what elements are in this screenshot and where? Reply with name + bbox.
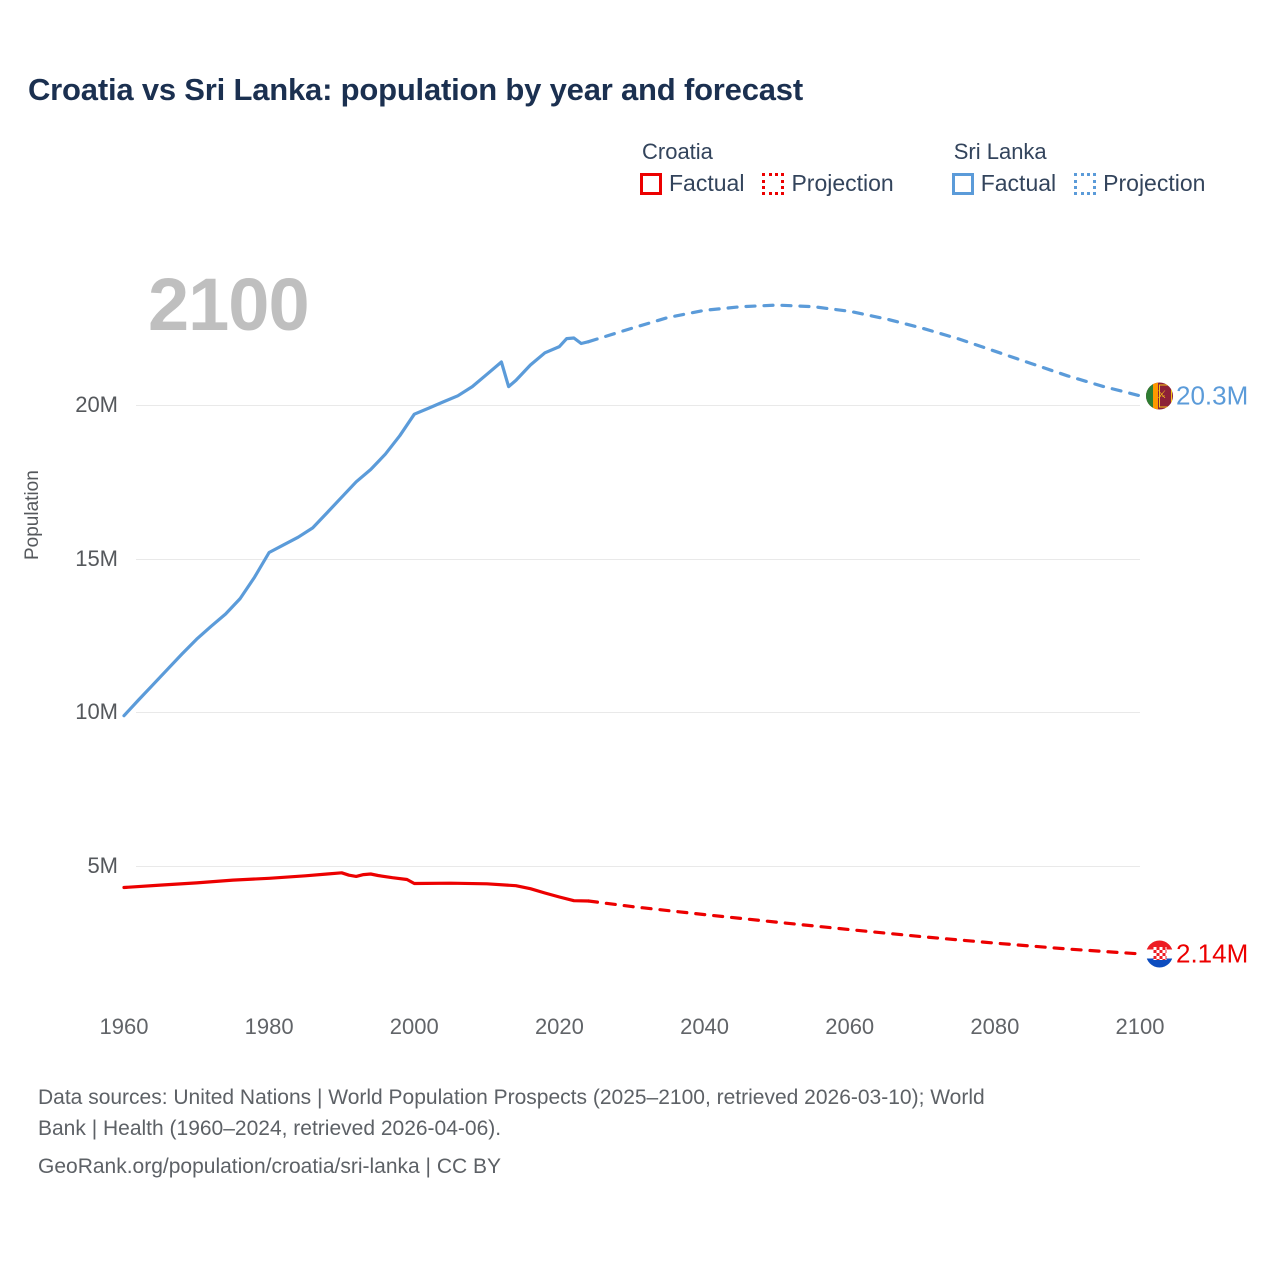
footer-attribution: GeoRank.org/population/croatia/sri-lanka… bbox=[38, 1155, 502, 1179]
legend-group-croatia: Croatia Factual Projection bbox=[640, 139, 894, 197]
y-axis-tick-label: 20M bbox=[75, 392, 118, 417]
end-label-sri-lanka: ⚔ 20.3M bbox=[1146, 380, 1248, 411]
legend-item-croatia-factual[interactable]: Factual bbox=[640, 170, 744, 197]
end-value-croatia: 2.14M bbox=[1176, 938, 1249, 969]
legend-label-sri-lanka-projection: Projection bbox=[1103, 170, 1206, 197]
y-axis-tick-label: 15M bbox=[75, 545, 118, 571]
legend-label-sri-lanka-factual: Factual bbox=[980, 170, 1057, 197]
footer-sources-line2: Bank | Health (1960–2024, retrieved 2026… bbox=[38, 1117, 502, 1141]
sri-lanka-flag-icon: ⚔ bbox=[1146, 382, 1173, 410]
x-axis-tick-label: 2040 bbox=[680, 1014, 730, 1039]
legend-item-sri-lanka-factual[interactable]: Factual bbox=[951, 170, 1057, 197]
legend-swatch-dotted-icon bbox=[1074, 172, 1097, 195]
gridline bbox=[136, 405, 1140, 406]
croatia-flag-icon bbox=[1146, 940, 1173, 968]
page-title: Croatia vs Sri Lanka: population by year… bbox=[28, 72, 803, 107]
chart-legend: Croatia Factual Projection Sri Lanka Fac… bbox=[640, 139, 1205, 197]
gridline bbox=[136, 712, 1140, 714]
legend-group-title-croatia: Croatia bbox=[642, 139, 713, 164]
x-axis-tick-label: 2100 bbox=[1115, 1014, 1165, 1039]
legend-item-croatia-projection[interactable]: Projection bbox=[762, 170, 894, 197]
line-sri-lanka-projection bbox=[586, 303, 1142, 398]
x-axis-tick-label: 2000 bbox=[389, 1014, 439, 1039]
year-watermark: 2100 bbox=[148, 263, 310, 346]
x-axis-tick-label: 2060 bbox=[825, 1014, 875, 1039]
x-axis-tick-label: 2020 bbox=[534, 1014, 584, 1039]
legend-label-croatia-projection: Projection bbox=[791, 170, 894, 197]
x-axis-tick-label: 1960 bbox=[99, 1014, 149, 1039]
y-axis-tick-label: 5M bbox=[87, 853, 118, 878]
x-axis-tick-label: 1980 bbox=[244, 1014, 294, 1039]
legend-item-sri-lanka-projection[interactable]: Projection bbox=[1074, 170, 1205, 197]
gridline bbox=[136, 558, 1140, 560]
end-value-sri-lanka: 20.3M bbox=[1176, 380, 1249, 411]
legend-swatch-dotted-icon bbox=[762, 172, 785, 195]
footer: Data sources: United Nations | World Pop… bbox=[38, 1082, 1238, 1182]
gridline bbox=[136, 866, 1140, 867]
line-croatia-projection bbox=[586, 899, 1142, 956]
line-sri-lanka-factual bbox=[122, 336, 591, 718]
legend-swatch-solid-icon bbox=[640, 172, 662, 195]
legend-label-croatia-factual: Factual bbox=[669, 170, 745, 197]
end-label-croatia: 2.14M bbox=[1146, 938, 1248, 969]
x-axis-tick-label: 2080 bbox=[970, 1014, 1020, 1039]
line-croatia-factual bbox=[122, 871, 591, 903]
legend-group-title-sri-lanka: Sri Lanka bbox=[953, 139, 1047, 164]
y-axis-tick-label: 10M bbox=[75, 699, 118, 725]
footer-sources-line1: Data sources: United Nations | World Pop… bbox=[38, 1086, 985, 1109]
legend-swatch-solid-icon bbox=[951, 172, 974, 195]
legend-group-sri-lanka: Sri Lanka Factual Projection bbox=[951, 139, 1205, 197]
